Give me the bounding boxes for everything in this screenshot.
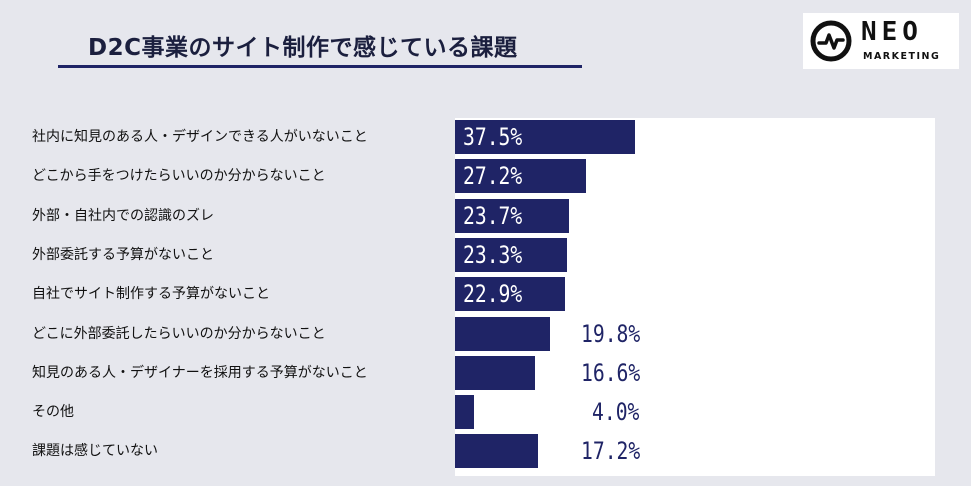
bar: [455, 395, 475, 430]
value-label: 23.7%: [463, 201, 523, 230]
value-label: 37.5%: [463, 123, 523, 151]
bar: [455, 316, 551, 351]
category-label: その他: [32, 404, 74, 421]
category-label: どこに外部委託したらいいのか分からないこと: [32, 325, 326, 342]
bar: [455, 159, 586, 194]
pulse-circle-icon: [810, 20, 852, 62]
category-label: 社内に知見のある人・デザインできる人がいないこと: [32, 129, 368, 145]
chart-title: D2C事業のサイト制作で感じている課題: [88, 35, 518, 61]
logo-subtext: MARKETING: [863, 51, 941, 62]
category-label: 外部委託する予算がないこと: [32, 246, 214, 263]
category-label: 課題は感じていない: [32, 443, 158, 460]
category-label: 外部・自社内での認識のズレ: [32, 207, 214, 224]
neo-marketing-logo: NEO MARKETING: [803, 13, 959, 69]
logo-wordmark: NEO: [861, 17, 923, 47]
category-label: 自社でサイト制作する予算がないこと: [32, 286, 270, 303]
value-label: 23.3%: [463, 240, 523, 269]
bar: [455, 277, 565, 312]
value-label: 17.2%: [580, 437, 640, 466]
value-label: 16.6%: [580, 358, 640, 387]
value-label: 22.9%: [463, 280, 523, 309]
category-label: どこから手をつけたらいいのか分からないこと: [32, 168, 326, 185]
category-label: 知見のある人・デザイナーを採用する予算がないこと: [32, 364, 368, 381]
bar: [455, 434, 538, 469]
bar: [455, 120, 635, 154]
value-label: 4.0%: [592, 398, 640, 427]
value-label: 19.8%: [580, 319, 640, 348]
title-underline: [58, 65, 582, 68]
bar: [455, 198, 569, 233]
bar: [455, 355, 535, 390]
value-label: 27.2%: [463, 162, 523, 191]
bar: [455, 237, 567, 272]
